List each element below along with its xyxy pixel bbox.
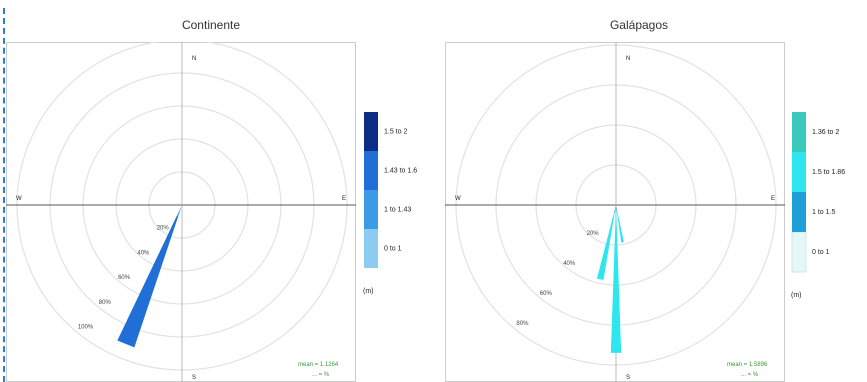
- compass-s: S: [626, 375, 630, 381]
- legend-swatch-0: [364, 229, 378, 268]
- petal-0-segment-1: [177, 207, 181, 216]
- chart-title-galapagos: Galápagos: [609, 18, 669, 32]
- ring-label-1: 20%: [587, 231, 600, 237]
- chart-title-continente: Continente: [181, 18, 241, 32]
- petal-2-segment-0: [616, 205, 618, 211]
- compass-w: W: [455, 196, 461, 202]
- legend-label-0: 0 to 1: [812, 249, 830, 256]
- petal-1-segment-0: [613, 205, 616, 213]
- legend-label-3: 1.36 to 2: [812, 129, 839, 136]
- compass-n: N: [192, 56, 196, 62]
- petal-0-segment-1: [610, 212, 622, 353]
- ring-label-1: 20%: [157, 226, 170, 232]
- petal-0-segment-2: [117, 215, 179, 348]
- legend-swatch-1: [364, 190, 378, 229]
- legend-swatch-3: [364, 112, 378, 151]
- compass-n: N: [626, 56, 630, 62]
- legend-unit: (m): [791, 292, 802, 299]
- compass-w: W: [16, 196, 22, 202]
- compass-e: E: [342, 196, 346, 202]
- ring-label-3: 60%: [540, 291, 553, 297]
- ring-label-4: 80%: [99, 300, 112, 306]
- legend-galapagos: 0 to 1 1 to 1.5 1.5 to 1.86 1.36 to 2 (m): [791, 112, 845, 299]
- compass-s: S: [192, 375, 196, 381]
- legend-continente: 0 to 1 1 to 1.43 1.43 to 1.6 1.5 to 2 (m): [363, 112, 417, 295]
- legend-swatch-3: [792, 112, 806, 152]
- stat-mean: mean = 1.5896: [727, 362, 768, 368]
- legend-swatch-2: [364, 151, 378, 190]
- legend-label-0: 0 to 1: [384, 246, 402, 253]
- legend-swatch-2: [792, 152, 806, 192]
- stat-mean: mean = 1.1264: [298, 362, 339, 368]
- petal-0-segment-0: [615, 205, 617, 213]
- petal-1-segment-1: [596, 212, 615, 280]
- ring-label-5: 100%: [78, 325, 94, 331]
- legend-label-2: 1.43 to 1.6: [384, 168, 417, 175]
- legend-label-1: 1 to 1.5: [812, 209, 835, 216]
- legend-swatch-0: [791, 231, 807, 273]
- ring-label-3: 60%: [118, 275, 131, 281]
- petal-2-segment-1: [616, 210, 624, 243]
- selection-dashed-edge: [3, 8, 5, 382]
- stat-extra: ... = %: [312, 372, 330, 378]
- plot-frame: [6, 42, 356, 382]
- legend-label-3: 1.5 to 2: [384, 129, 407, 136]
- legend-swatch-1: [792, 192, 806, 232]
- petal-0-segment-0: [180, 205, 182, 209]
- legend-unit: (m): [363, 288, 374, 295]
- stat-extra: ... = %: [741, 372, 759, 378]
- legend-label-1: 1 to 1.43: [384, 207, 411, 214]
- ring-label-4: 80%: [516, 321, 529, 327]
- ring-label-2: 40%: [563, 261, 576, 267]
- ring-label-2: 40%: [137, 250, 150, 256]
- compass-e: E: [771, 196, 775, 202]
- legend-label-2: 1.5 to 1.86: [812, 169, 845, 176]
